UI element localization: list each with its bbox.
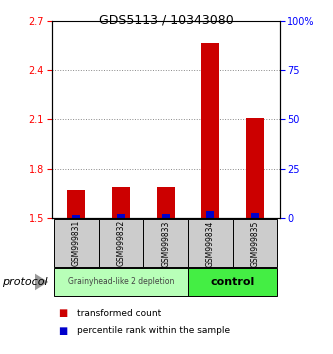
Bar bbox=[188, 219, 233, 267]
Bar bbox=[233, 219, 277, 267]
Text: percentile rank within the sample: percentile rank within the sample bbox=[77, 326, 230, 336]
Text: transformed count: transformed count bbox=[77, 309, 161, 318]
Text: ■: ■ bbox=[58, 326, 68, 336]
Text: control: control bbox=[211, 277, 255, 287]
Text: GSM999835: GSM999835 bbox=[251, 220, 260, 267]
Text: GDS5113 / 10343080: GDS5113 / 10343080 bbox=[99, 13, 234, 27]
Bar bbox=[143, 219, 188, 267]
Bar bbox=[188, 268, 277, 296]
Text: GSM999833: GSM999833 bbox=[161, 220, 170, 267]
Bar bbox=[162, 214, 170, 218]
Bar bbox=[206, 211, 214, 218]
Bar bbox=[246, 118, 264, 218]
Text: GSM999831: GSM999831 bbox=[72, 220, 81, 267]
Bar bbox=[72, 215, 80, 218]
Bar bbox=[54, 219, 99, 267]
Text: Grainyhead-like 2 depletion: Grainyhead-like 2 depletion bbox=[68, 278, 174, 286]
Polygon shape bbox=[35, 274, 48, 290]
Text: protocol: protocol bbox=[2, 277, 47, 287]
Text: ■: ■ bbox=[58, 308, 68, 318]
Bar bbox=[117, 214, 125, 218]
Bar bbox=[157, 187, 174, 218]
Text: GSM999832: GSM999832 bbox=[117, 220, 126, 267]
Bar bbox=[112, 187, 130, 218]
Bar bbox=[54, 268, 188, 296]
Bar bbox=[99, 219, 143, 267]
Bar bbox=[251, 213, 259, 218]
Bar bbox=[201, 42, 219, 218]
Bar bbox=[67, 190, 85, 218]
Text: GSM999834: GSM999834 bbox=[206, 220, 215, 267]
